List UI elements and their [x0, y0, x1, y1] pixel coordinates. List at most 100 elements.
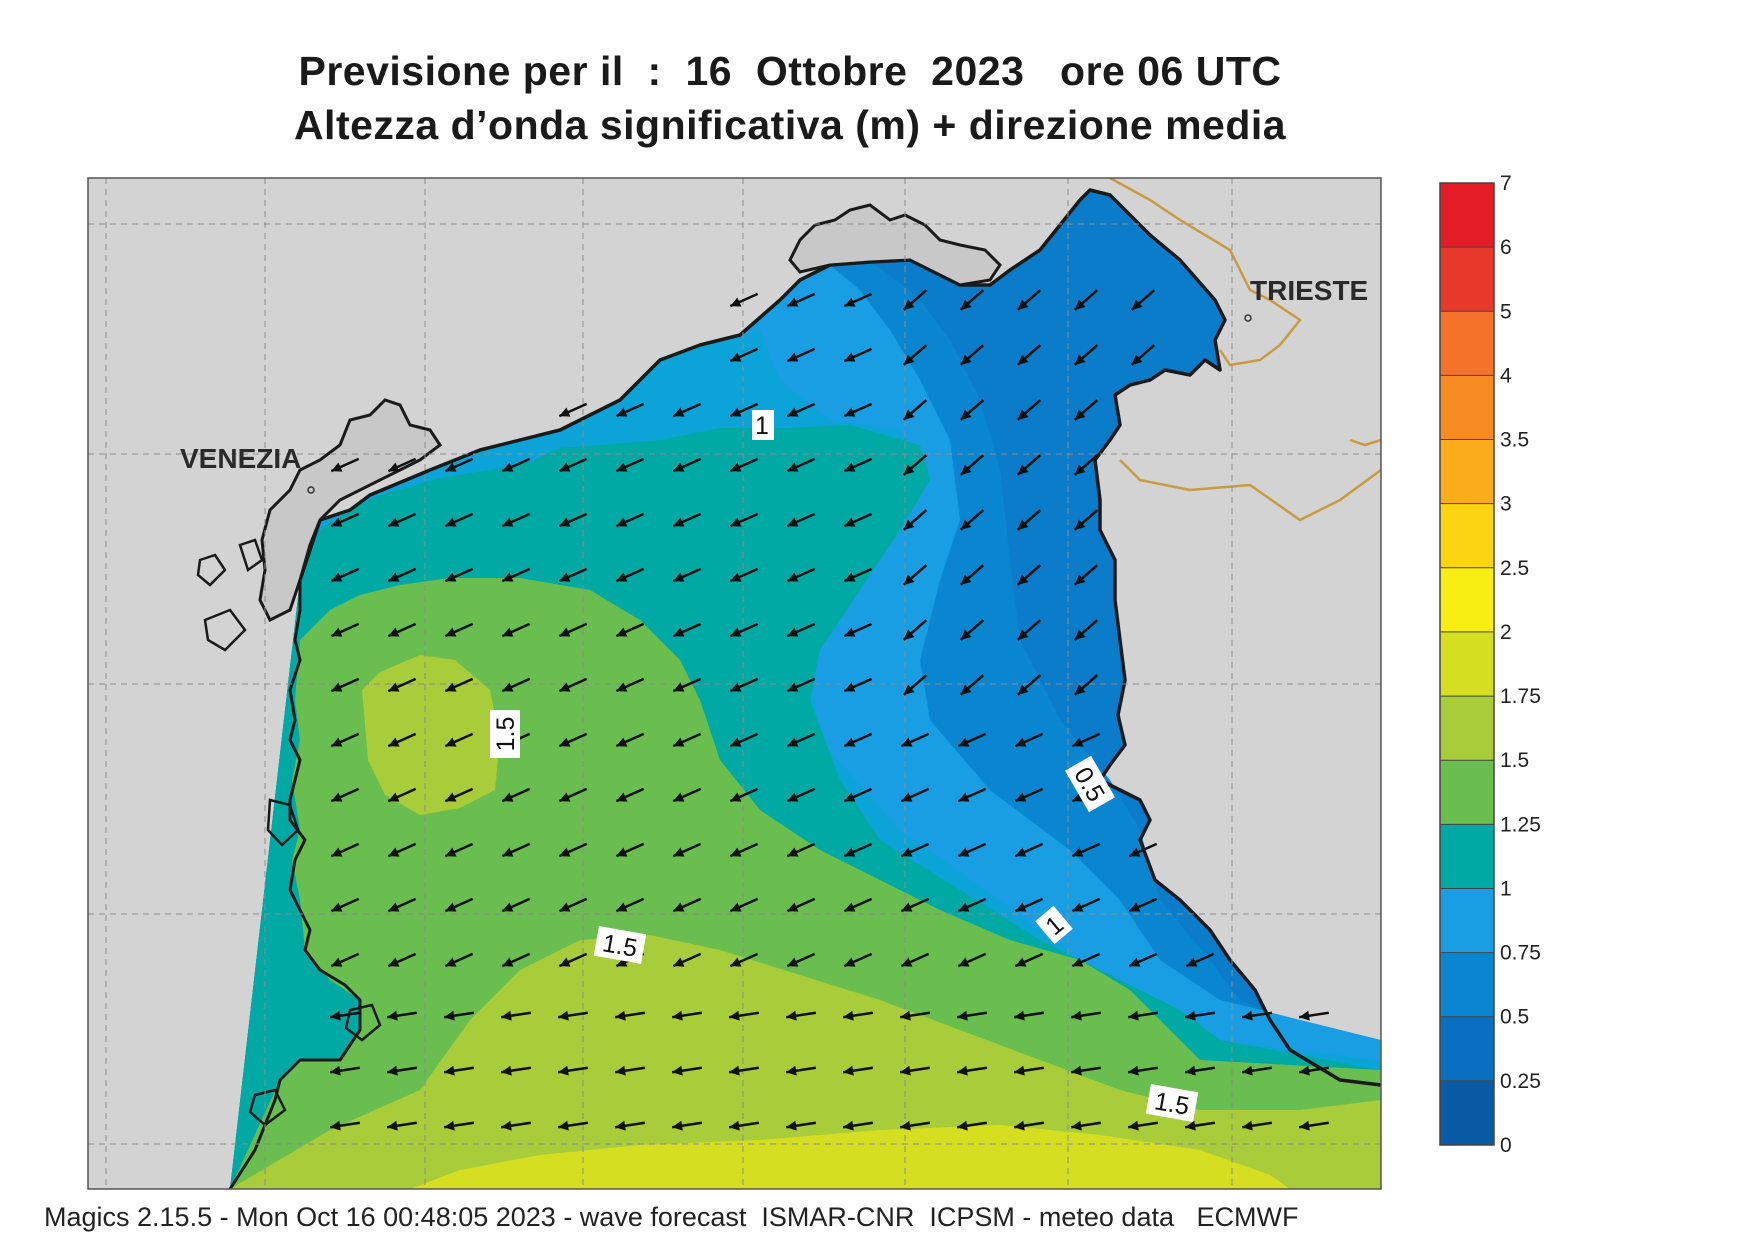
wave-arrow [786, 842, 816, 858]
wave-arrow [615, 897, 645, 913]
country-border [1109, 178, 1381, 522]
wave-arrow [615, 732, 645, 748]
city-label-venezia: VENEZIA [180, 443, 301, 474]
wave-arrow [786, 677, 816, 693]
wave-arrow [843, 787, 873, 803]
wave-arrow [443, 1065, 475, 1076]
colorbar-tick-label: 6 [1500, 236, 1512, 259]
wave-arrow [959, 454, 985, 476]
wave-arrow [443, 1010, 475, 1021]
colorbar-swatch [1440, 247, 1494, 312]
wave-arrow [902, 399, 928, 421]
wave-arrow [614, 1010, 646, 1021]
wave-arrow [672, 457, 702, 473]
wave-arrow [672, 897, 702, 913]
band-1.5-1.75-blob [362, 655, 500, 815]
colorbar-tick-label: 0.75 [1500, 942, 1541, 965]
wave-arrow [444, 952, 474, 968]
wave-arrow [387, 677, 417, 693]
wave-arrow [899, 1010, 931, 1021]
wave-arrow [1013, 1065, 1045, 1076]
wave-arrow [1016, 619, 1042, 641]
wave-arrow [843, 622, 873, 638]
wave-arrow [558, 677, 588, 693]
venezia-marker [307, 486, 315, 494]
wave-arrow [959, 399, 985, 421]
wave-arrow [444, 732, 474, 748]
wave-arrow [615, 842, 645, 858]
wave-arrow [501, 457, 531, 473]
wave-arrow [1073, 564, 1099, 586]
wave-arrow [444, 897, 474, 913]
wave-arrow [387, 897, 417, 913]
wave-arrow [843, 677, 873, 693]
wave-arrow [558, 457, 588, 473]
city-label-trieste: TRIESTE [1250, 275, 1368, 306]
wave-arrow [558, 732, 588, 748]
wave-arrow [956, 1010, 988, 1021]
wave-arrow [500, 1065, 532, 1076]
colorbar-tick-label: 0.5 [1500, 1006, 1529, 1029]
wave-arrow [957, 842, 987, 858]
wave-arrow [842, 1065, 874, 1076]
wave-arrow [729, 567, 759, 583]
colorbar-tick-label: 3 [1500, 493, 1512, 516]
wave-arrow [843, 457, 873, 473]
colorbar: 0 0.25 0.5 0.75 1 1.25 1.5 1.75 2 2.5 3 3.5 4 5 6 7 [1439, 172, 1541, 1157]
wave-arrow [330, 897, 360, 913]
wave-arrow [729, 842, 759, 858]
wave-arrow [387, 732, 417, 748]
colorbar-tick-label: 0 [1500, 1134, 1512, 1157]
wave-arrow [330, 567, 360, 583]
wave-arrow [899, 1120, 931, 1131]
wave-arrow [558, 622, 588, 638]
wave-arrow [957, 897, 987, 913]
wave-arrow [899, 1065, 931, 1076]
wave-arrow [672, 567, 702, 583]
wave-arrow [729, 622, 759, 638]
contour-label-text: 1.5 [1152, 1087, 1191, 1121]
wave-arrow [501, 567, 531, 583]
colorbar-swatch [1440, 1080, 1494, 1145]
wave-arrow [1016, 509, 1042, 531]
wave-arrow [672, 402, 702, 418]
wave-arrow [1070, 1065, 1102, 1076]
wave-arrow [1016, 564, 1042, 586]
wave-arrow [386, 1065, 418, 1076]
wave-arrow [843, 292, 873, 308]
wave-arrow [843, 952, 873, 968]
wave-arrow [842, 1120, 874, 1131]
wave-arrow [1127, 1120, 1159, 1131]
wave-arrow [444, 567, 474, 583]
wave-arrow [900, 952, 930, 968]
colorbar-swatch [1440, 888, 1494, 953]
wave-arrow [786, 567, 816, 583]
wave-arrow [786, 457, 816, 473]
wave-arrow [501, 787, 531, 803]
wave-arrow [1298, 1065, 1330, 1076]
wave-arrow [1014, 897, 1044, 913]
wave-arrow [558, 787, 588, 803]
wave-arrow [843, 842, 873, 858]
wave-arrow [1130, 289, 1156, 311]
wave-arrow [1298, 1120, 1330, 1131]
colorbar-tick-label: 7 [1500, 172, 1512, 195]
contour-label-1.5-west: 1.5 [490, 710, 520, 758]
wave-arrow [387, 622, 417, 638]
colorbar-tick-label: 3.5 [1500, 429, 1529, 452]
wave-arrow [843, 402, 873, 418]
wave-arrow [444, 457, 474, 473]
wave-arrow [557, 1010, 589, 1021]
wave-arrow [444, 512, 474, 528]
lagoon-islands [196, 538, 382, 1127]
wave-arrow [501, 677, 531, 693]
wave-arrow [672, 622, 702, 638]
wave-arrow [501, 512, 531, 528]
wave-arrow [444, 622, 474, 638]
wave-arrow [330, 842, 360, 858]
wave-arrow [1016, 344, 1042, 366]
wave-arrow [729, 347, 759, 363]
wave-arrow [900, 842, 930, 858]
colorbar-swatch [1440, 439, 1494, 504]
wave-arrow [330, 677, 360, 693]
